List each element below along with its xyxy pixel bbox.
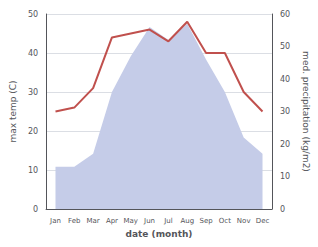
svg-text:40: 40: [280, 75, 290, 84]
svg-text:60: 60: [280, 10, 290, 19]
svg-text:50: 50: [280, 42, 290, 51]
svg-text:Jan: Jan: [49, 217, 61, 225]
svg-text:40: 40: [28, 49, 38, 58]
svg-text:med. precipitation (kg/m2): med. precipitation (kg/m2): [301, 51, 311, 172]
svg-text:Mar: Mar: [87, 217, 100, 225]
svg-text:date (month): date (month): [126, 229, 193, 239]
svg-text:Apr: Apr: [106, 217, 118, 225]
svg-text:Feb: Feb: [68, 217, 81, 225]
svg-text:0: 0: [280, 205, 285, 214]
svg-text:10: 10: [280, 172, 290, 181]
svg-text:20: 20: [28, 127, 38, 136]
svg-text:50: 50: [28, 10, 38, 19]
svg-text:Jul: Jul: [163, 217, 173, 225]
svg-text:20: 20: [280, 140, 290, 149]
svg-text:max temp (C): max temp (C): [8, 80, 18, 142]
svg-text:0: 0: [33, 205, 38, 214]
svg-text:10: 10: [28, 166, 38, 175]
svg-text:Dec: Dec: [256, 217, 270, 225]
svg-text:Jun: Jun: [143, 217, 155, 225]
svg-text:Nov: Nov: [237, 217, 251, 225]
svg-text:Oct: Oct: [219, 217, 231, 225]
svg-text:30: 30: [280, 107, 290, 116]
svg-text:Sep: Sep: [199, 217, 213, 225]
svg-text:May: May: [124, 217, 138, 225]
svg-text:Aug: Aug: [180, 217, 194, 225]
svg-text:30: 30: [28, 88, 38, 97]
